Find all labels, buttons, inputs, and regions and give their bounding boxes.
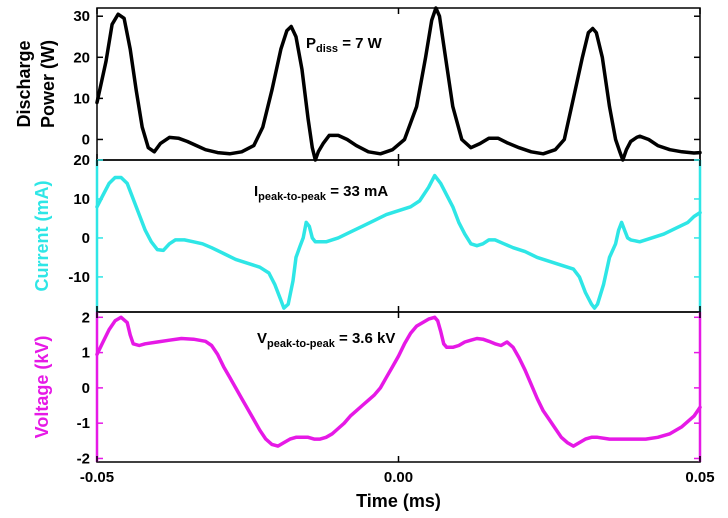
power-panel: 0 10 20 30 Discharge Power (W) Pdiss = 7 W [14,6,702,162]
voltage-ytick-label: -1 [77,415,90,432]
voltage-panel: -2 -1 0 1 2 Voltage (kV) Vpeak-to-peak = 3.6 k… [32,309,702,467]
power-ylabel: Discharge [14,40,34,127]
x-tick-label: -0.05 [80,469,114,486]
voltage-ytick-label: 0 [82,380,90,397]
x-axis: -0.05 0.00 0.05 Time (ms) [80,469,715,511]
x-tick-label: 0.05 [685,469,714,486]
voltage-ytick-label: 2 [82,309,90,326]
power-annotation: Pdiss = 7 W [306,35,383,55]
power-ytick-label: 30 [73,8,90,25]
x-tick-label: 0.00 [384,469,413,486]
current-frame [96,159,701,313]
current-ytick-label: 0 [82,230,90,247]
x-axis-title: Time (ms) [356,491,441,511]
voltage-annotation: Vpeak-to-peak = 3.6 kV [257,330,395,350]
current-annotation: Ipeak-to-peak = 33 mA [254,183,388,203]
current-ytick-label: -10 [68,269,90,286]
power-ylabel: Power (W) [38,40,58,128]
power-ytick-label: 0 [82,131,90,148]
voltage-ylabel: Voltage (kV) [32,336,52,439]
current-ytick-label: 10 [73,191,90,208]
voltage-ytick-label: 1 [82,345,90,362]
power-series-line [95,6,702,162]
current-ytick-label: 20 [73,152,90,169]
current-panel: -10 0 10 20 Current (mA) Ipeak-to-peak = 33 m… [32,152,702,313]
power-ytick-label: 20 [73,49,90,66]
power-ytick-label: 10 [73,90,90,107]
voltage-series-line [95,315,702,448]
current-ylabel: Current (mA) [32,180,52,291]
voltage-ytick-label: -2 [77,450,90,467]
power-frame [96,7,701,161]
current-series-line [95,173,702,310]
